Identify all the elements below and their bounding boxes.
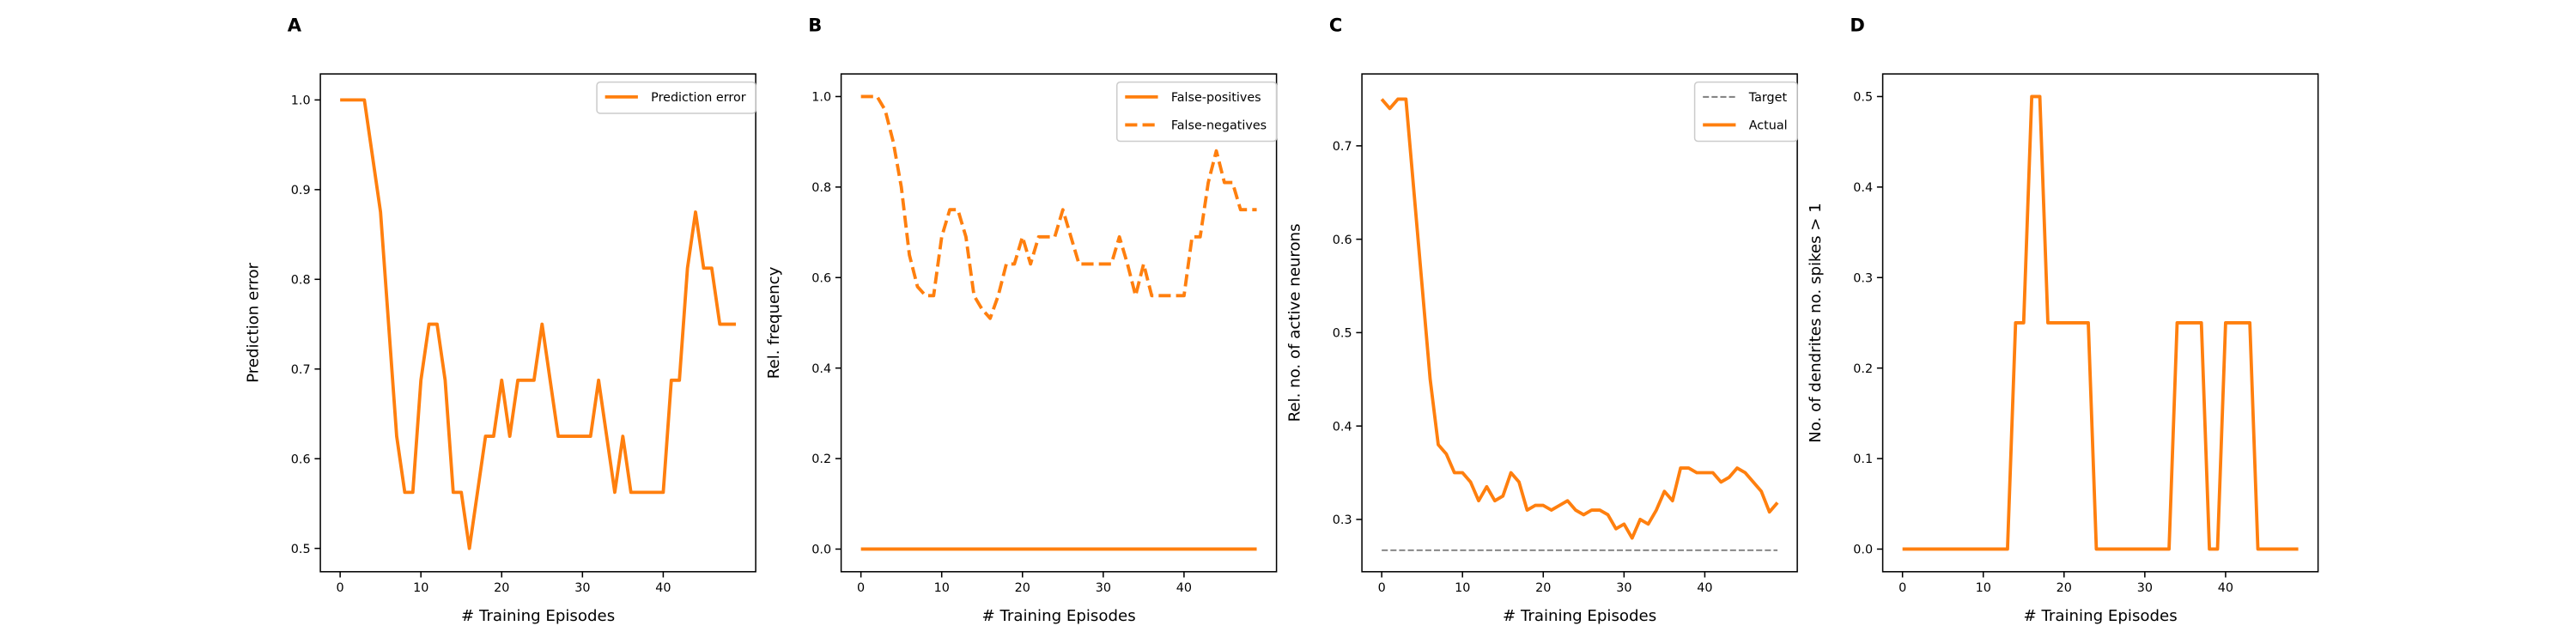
x-tick-label: 10 [1455, 581, 1470, 595]
y-tick-label: 1.0 [811, 91, 831, 105]
legend-label: False-positives [1171, 91, 1261, 105]
panel-letter: B [808, 14, 822, 35]
y-tick-label: 0.5 [1853, 91, 1873, 105]
panel: B 0 10 20 30 40 0.0 0.2 0.4 0.6 0.8 1.0 # Training E… [765, 14, 1278, 625]
x-tick-label: 30 [1096, 581, 1111, 595]
x-tick-label: 20 [1535, 581, 1551, 595]
y-tick-label: 0.7 [1333, 140, 1352, 154]
panel-letter: A [288, 14, 302, 35]
panel: C 0 10 20 30 40 0.3 0.4 0.5 0.6 0.7 # Training Epis… [1285, 14, 1798, 625]
axes-frame [1881, 73, 2319, 573]
y-tick-label: 0.3 [1333, 513, 1352, 527]
y-tick-label: 1.0 [291, 94, 311, 108]
y-tick-label: 0.6 [811, 271, 831, 285]
legend: Target Actual [1693, 81, 1798, 143]
x-axis-label: # Training Episodes [461, 607, 615, 625]
y-tick-label: 0.5 [291, 543, 311, 556]
legend-box [596, 81, 756, 114]
y-tick-label: 0.8 [291, 273, 311, 287]
x-tick-label: 10 [934, 581, 950, 595]
y-tick-label: 0.4 [1853, 181, 1873, 195]
y-axis-label: No. of dendrites no. spikes > 1 [1807, 203, 1825, 443]
y-axis-label: Prediction error [244, 262, 262, 382]
y-tick-label: 0.0 [811, 544, 831, 557]
y-tick-label: 0.9 [291, 184, 311, 197]
x-tick-label: 20 [2057, 581, 2072, 595]
y-tick-label: 0.6 [1333, 234, 1352, 247]
x-axis-label: # Training Episodes [2024, 607, 2178, 625]
x-axis-label: # Training Episodes [982, 607, 1136, 625]
x-axis-label: # Training Episodes [1503, 607, 1656, 625]
legend: Prediction error [596, 81, 756, 114]
x-tick-label: 30 [2137, 581, 2153, 595]
x-tick-label: 0 [1899, 581, 1906, 595]
y-tick-label: 0.6 [291, 453, 311, 466]
x-tick-label: 0 [337, 581, 344, 595]
x-tick-label: 40 [1176, 581, 1192, 595]
axes-frame [1361, 73, 1798, 573]
axes-frame [319, 73, 756, 573]
panel: A 0 10 20 30 40 0.5 0.6 0.7 0.8 0.9 1.0 # Training E… [244, 14, 756, 625]
y-tick-label: 0.5 [1333, 327, 1352, 341]
y-tick-label: 0.7 [291, 363, 311, 377]
data-line [1380, 97, 1779, 540]
x-tick-label: 20 [1015, 581, 1030, 595]
x-tick-label: 40 [655, 581, 671, 595]
x-tick-label: 20 [494, 581, 509, 595]
x-tick-label: 40 [2218, 581, 2233, 595]
y-tick-label: 0.2 [811, 453, 831, 466]
legend-label: Target [1748, 91, 1788, 105]
x-tick-label: 0 [857, 581, 865, 595]
legend-label: False-negatives [1171, 119, 1267, 133]
x-tick-label: 40 [1697, 581, 1712, 595]
y-tick-label: 0.8 [811, 181, 831, 195]
data-line [860, 94, 1257, 320]
panel-letter: C [1329, 14, 1342, 35]
y-axis-label: Rel. frequency [765, 266, 783, 379]
x-tick-label: 30 [574, 581, 590, 595]
x-tick-label: 10 [413, 581, 428, 595]
axes-frame [840, 73, 1278, 573]
y-tick-label: 0.4 [1333, 420, 1352, 434]
legend: False-positives False-negatives [1115, 81, 1278, 143]
panel-letter: D [1850, 14, 1864, 35]
data-line [340, 98, 737, 550]
x-tick-label: 0 [1378, 581, 1386, 595]
legend-label: Prediction error [651, 91, 746, 105]
y-axis-label: Rel. no. of active neurons [1285, 223, 1303, 422]
x-tick-label: 30 [1616, 581, 1631, 595]
legend-label: Actual [1749, 119, 1788, 133]
y-tick-label: 0.4 [811, 362, 831, 376]
y-tick-label: 0.0 [1853, 544, 1873, 557]
data-line [1902, 94, 2299, 551]
panel: D 0 10 20 30 40 0.0 0.1 0.2 0.3 0.4 0.5 # Training E… [1807, 14, 2319, 625]
y-tick-label: 0.1 [1853, 453, 1873, 466]
y-tick-label: 0.2 [1853, 362, 1873, 376]
y-tick-label: 0.3 [1853, 271, 1873, 285]
x-tick-label: 10 [1976, 581, 1991, 595]
